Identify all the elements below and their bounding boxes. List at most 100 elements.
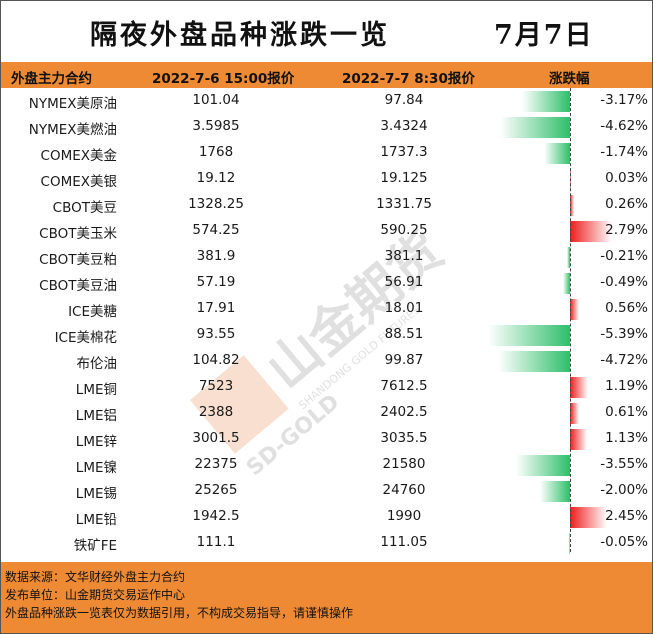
row-contract: 铁矿FE (73, 538, 117, 554)
row-change-pct: -0.21% (600, 248, 648, 264)
row-contract: COMEX美银 (40, 174, 117, 190)
row-change-pct: -3.55% (600, 456, 648, 472)
bar-up (570, 507, 608, 528)
row-prev-quote: 93.55 (196, 326, 236, 342)
bar-up (570, 221, 613, 242)
row-contract: CBOT美豆 (52, 200, 117, 216)
row-curr-quote: 18.01 (384, 300, 424, 316)
row-curr-quote: 19.125 (380, 170, 428, 186)
page-title: 隔夜外盘品种涨跌一览 (90, 20, 390, 51)
table-row: COMEX美金 1768 1737.3 -1.74% (0, 140, 653, 166)
bar-down (539, 481, 570, 502)
row-contract: ICE美糖 (68, 304, 117, 320)
row-change-pct: 2.79% (605, 222, 648, 238)
row-curr-quote: 381.1 (384, 248, 424, 264)
row-curr-quote: 590.25 (380, 222, 428, 238)
bar-up (570, 403, 580, 424)
table-row: ICE美棉花 93.55 88.51 -5.39% (0, 322, 653, 348)
row-contract: LME镍 (75, 460, 117, 476)
header-prev-quote: 2022-7-6 15:00报价 (152, 71, 295, 87)
row-contract: LME锡 (75, 486, 117, 502)
row-change-pct: -5.39% (600, 326, 648, 342)
table-row: NYMEX美燃油 3.5985 3.4324 -4.62% (0, 114, 653, 140)
row-prev-quote: 104.82 (192, 352, 240, 368)
row-prev-quote: 111.1 (196, 534, 236, 550)
row-contract: 布伦油 (76, 356, 118, 372)
footer-disclaimer: 外盘品种涨跌一览表仅为数据引用，不构成交易指导，请谨慎操作 (5, 606, 354, 620)
table-row: CBOT美玉米 574.25 590.25 2.79% (0, 218, 653, 244)
row-change-pct: -1.74% (600, 144, 648, 160)
header-contract: 外盘主力合约 (11, 71, 92, 87)
header-curr-quote: 2022-7-7 8:30报价 (342, 71, 475, 87)
table-row: NYMEX美原油 101.04 97.84 -3.17% (0, 88, 653, 114)
row-contract: ICE美棉花 (54, 330, 117, 346)
row-change-pct: 2.45% (605, 508, 648, 524)
footer-source: 数据来源：文华财经外盘主力合约 (5, 570, 186, 584)
row-prev-quote: 381.9 (196, 248, 236, 264)
row-contract: LME锌 (75, 434, 117, 450)
header-change: 涨跌幅 (549, 71, 590, 87)
bar-up (570, 299, 579, 320)
table-row: LME铝 2388 2402.5 0.61% (0, 400, 653, 426)
row-contract: LME铅 (75, 512, 117, 528)
row-contract: LME铜 (75, 382, 117, 398)
row-prev-quote: 3.5985 (192, 118, 240, 134)
bar-down (499, 117, 570, 138)
row-change-pct: -2.00% (600, 482, 648, 498)
row-prev-quote: 2388 (198, 404, 234, 420)
row-curr-quote: 21580 (382, 456, 426, 472)
row-prev-quote: 101.04 (192, 92, 240, 108)
table-row: LME镍 22375 21580 -3.55% (0, 452, 653, 478)
row-prev-quote: 1942.5 (192, 508, 240, 524)
table-row: LME铅 1942.5 1990 2.45% (0, 504, 653, 530)
row-prev-quote: 25265 (194, 482, 238, 498)
row-change-pct: 0.26% (605, 196, 648, 212)
row-change-pct: -0.05% (600, 534, 648, 550)
row-curr-quote: 88.51 (384, 326, 424, 342)
row-change-pct: 0.56% (605, 300, 648, 316)
row-change-pct: 0.61% (605, 404, 648, 420)
row-change-pct: -4.62% (600, 118, 648, 134)
row-change-pct: -4.72% (600, 352, 648, 368)
bar-down (516, 455, 570, 476)
row-prev-quote: 1328.25 (188, 196, 244, 212)
table-row: LME锡 25265 24760 -2.00% (0, 478, 653, 504)
bar-down (498, 351, 570, 372)
row-curr-quote: 56.91 (384, 274, 424, 290)
row-change-pct: 1.13% (605, 430, 648, 446)
footer: 数据来源：文华财经外盘主力合约 发布单位：山金期货交易运作中心 外盘品种涨跌一览… (1, 562, 652, 633)
row-curr-quote: 1990 (386, 508, 422, 524)
table-row: COMEX美银 19.12 19.125 0.03% (0, 166, 653, 192)
table-row: LME铜 7523 7612.5 1.19% (0, 374, 653, 400)
row-curr-quote: 7612.5 (380, 378, 428, 394)
row-contract: NYMEX美原油 (28, 96, 117, 112)
row-prev-quote: 17.91 (196, 300, 236, 316)
row-contract: CBOT美豆粕 (39, 252, 117, 268)
row-curr-quote: 1737.3 (380, 144, 428, 160)
bar-up (570, 195, 574, 216)
row-curr-quote: 3035.5 (380, 430, 428, 446)
table-row: LME锌 3001.5 3035.5 1.13% (0, 426, 653, 452)
table-row: CBOT美豆粕 381.9 381.1 -0.21% (0, 244, 653, 270)
row-change-pct: 1.19% (605, 378, 648, 394)
row-prev-quote: 19.12 (196, 170, 236, 186)
bar-down (543, 143, 570, 164)
row-contract: LME铝 (75, 408, 117, 424)
row-prev-quote: 1768 (198, 144, 234, 160)
row-curr-quote: 99.87 (384, 352, 424, 368)
row-prev-quote: 57.19 (196, 274, 236, 290)
page-date: 7月7日 (494, 20, 594, 51)
bar-up (570, 429, 588, 450)
row-curr-quote: 24760 (382, 482, 426, 498)
row-contract: COMEX美金 (40, 148, 117, 164)
bar-zero-axis (570, 88, 571, 552)
table-row: 布伦油 104.82 99.87 -4.72% (0, 348, 653, 374)
table-row: CBOT美豆 1328.25 1331.75 0.26% (0, 192, 653, 218)
title-row: 隔夜外盘品种涨跌一览 7月7日 (0, 0, 653, 62)
row-change-pct: 0.03% (605, 170, 648, 186)
row-curr-quote: 3.4324 (380, 118, 428, 134)
table-row: 铁矿FE 111.1 111.05 -0.05% (0, 530, 653, 556)
table-header: 外盘主力合约 2022-7-6 15:00报价 2022-7-7 8:30报价 … (1, 62, 652, 88)
row-change-pct: -0.49% (600, 274, 648, 290)
bar-down (562, 273, 570, 294)
